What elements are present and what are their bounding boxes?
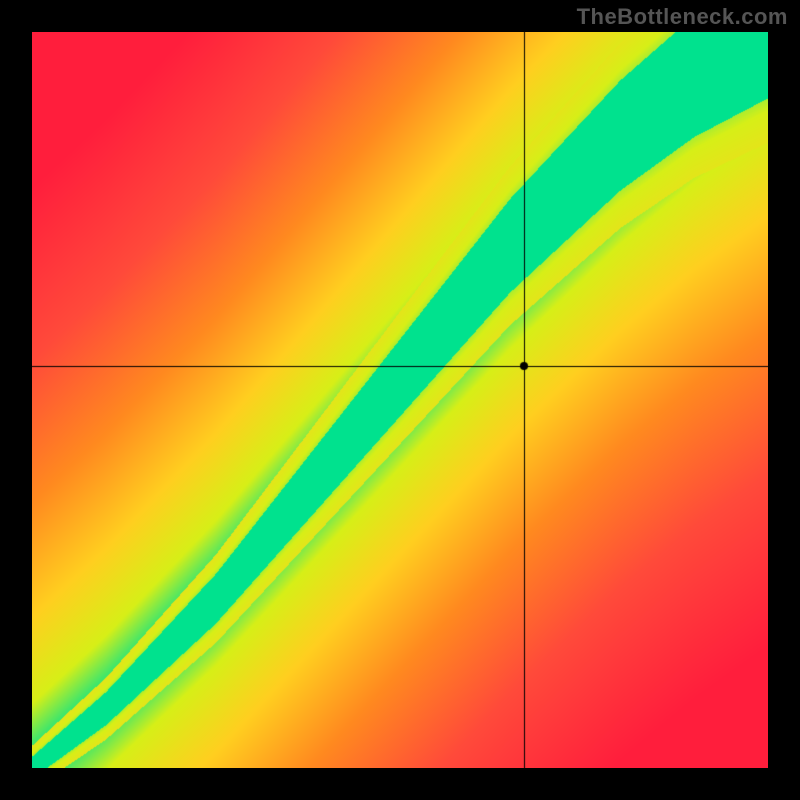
watermark-text: TheBottleneck.com [577, 4, 788, 30]
heatmap-canvas [32, 32, 768, 768]
chart-container: TheBottleneck.com [0, 0, 800, 800]
heatmap-plot [32, 32, 768, 768]
